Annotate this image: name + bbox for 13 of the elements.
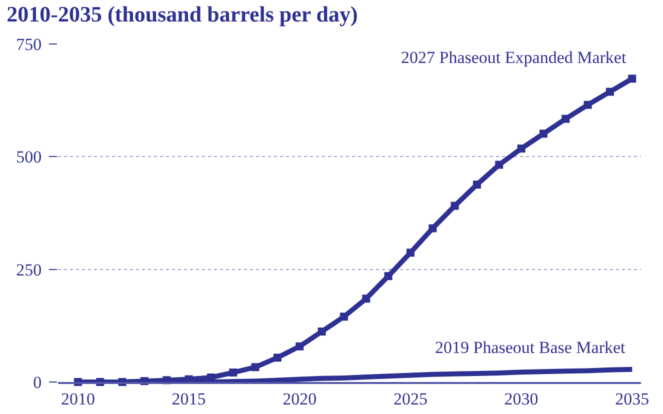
x-tick-label: 2010 xyxy=(60,389,95,408)
x-tick-label: 2015 xyxy=(172,389,206,408)
y-tick-label: 0 xyxy=(33,372,42,392)
y-tick-label: 750 xyxy=(16,34,42,54)
x-tick-label: 2025 xyxy=(393,389,428,408)
y-tick-label: 250 xyxy=(16,260,42,280)
chart-title: 2010-2035 (thousand barrels per day) xyxy=(6,2,358,27)
series-label: 2019 Phaseout Base Market xyxy=(435,338,626,357)
series-label: 2027 Phaseout Expanded Market xyxy=(401,48,626,67)
x-tick-label: 2020 xyxy=(282,389,317,408)
y-tick-label: 500 xyxy=(16,148,42,167)
x-tick-label: 2030 xyxy=(504,389,538,408)
x-tick-label: 2035 xyxy=(615,389,650,408)
